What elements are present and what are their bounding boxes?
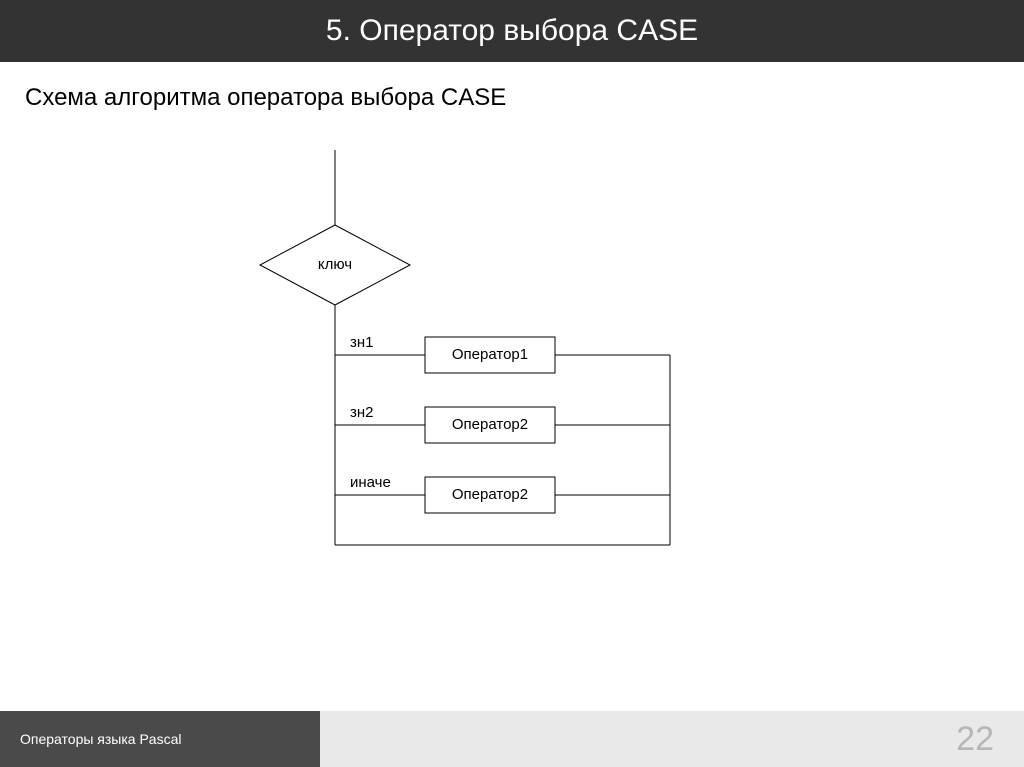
svg-text:зн2: зн2	[350, 404, 374, 421]
svg-text:Оператор1: Оператор1	[452, 346, 528, 363]
svg-text:Оператор2: Оператор2	[452, 416, 528, 433]
svg-text:ключ: ключ	[318, 256, 352, 273]
page-number: 22	[956, 720, 994, 759]
slide-subtitle: Схема алгоритма оператора выбора CASE	[25, 84, 506, 112]
svg-text:зн1: зн1	[350, 334, 374, 351]
slide-header: 5. Оператор выбора CASE	[0, 0, 1024, 62]
flowchart-diagram: ключ зн1 Оператор1 зн2 Оператор2 иначе Операто…	[250, 150, 770, 590]
footer-page-area: 22	[320, 711, 1024, 767]
footer-caption: Операторы языка Pascal	[0, 711, 320, 767]
slide-footer: Операторы языка Pascal 22	[0, 711, 1024, 767]
slide-title: 5. Оператор выбора CASE	[326, 14, 698, 48]
svg-text:Оператор2: Оператор2	[452, 486, 528, 503]
svg-text:иначе: иначе	[350, 474, 391, 491]
footer-text: Операторы языка Pascal	[20, 731, 182, 747]
